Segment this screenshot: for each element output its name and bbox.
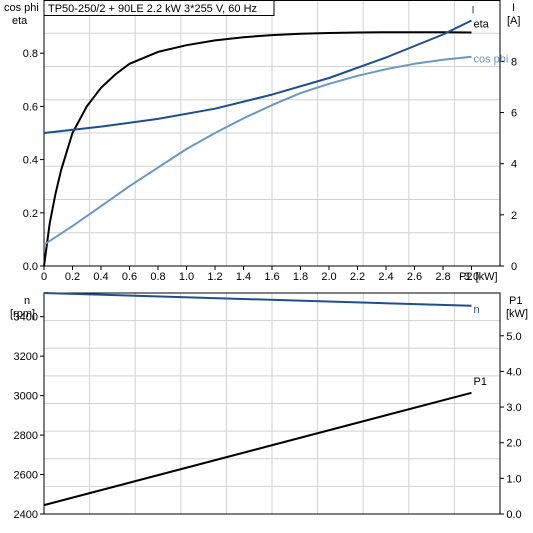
bottom-left-axis-label-1: n	[24, 295, 30, 307]
x-tick-label: 2.2	[350, 271, 365, 283]
x-tick-label: 1.8	[293, 271, 308, 283]
y-left-tick-label: 0.8	[23, 48, 38, 60]
x-tick-label: 2.8	[435, 271, 450, 283]
y-right-tick-label: 0	[511, 261, 517, 273]
x-tick-label: 1.2	[207, 271, 222, 283]
bottom-y-left-tick-label: 2800	[14, 430, 38, 442]
y-right-tick-label: 4	[511, 159, 517, 171]
top-series-label: eta	[474, 18, 490, 30]
x-tick-label: 0	[41, 271, 47, 283]
left-axis-label-2: eta	[12, 15, 28, 27]
y-right-tick-label: 8	[511, 56, 517, 68]
y-left-tick-label: 0.4	[23, 155, 38, 167]
top-series-line-eta	[43, 31, 472, 267]
y-right-tick-label: 2	[511, 210, 517, 222]
bottom-y-left-tick-label: 3000	[14, 391, 38, 403]
bottom-right-axis-label-2: [kW]	[506, 308, 528, 320]
bottom-y-left-tick-label: 2400	[14, 509, 38, 521]
top-series-label: I	[472, 4, 475, 16]
bottom-y-right-tick-label: 2.0	[506, 438, 521, 450]
x-axis-label: P2 [kW]	[459, 271, 498, 283]
y-right-tick-label: 6	[511, 108, 517, 120]
bottom-series-label: n	[474, 304, 480, 316]
bottom-plot-frame	[43, 292, 501, 515]
bottom-y-right-tick-label: 4.0	[506, 366, 521, 378]
x-tick-label: 2.6	[407, 271, 422, 283]
x-tick-label: 0.6	[122, 271, 137, 283]
bottom-right-axis-label-1: P1	[509, 295, 522, 307]
bottom-left-axis-label-2: [rpm]	[10, 308, 35, 320]
bottom-y-right-tick-label: 3.0	[506, 402, 521, 414]
bottom-y-left-tick-label: 3400	[14, 312, 38, 324]
title-box	[43, 0, 275, 16]
y-left-tick-label: 0.2	[23, 208, 38, 220]
bottom-series-line-n	[43, 292, 472, 307]
top-series-label: cos phi	[474, 54, 509, 66]
x-tick-label: 1.4	[236, 271, 251, 283]
right-axis-label-2: [A]	[507, 15, 520, 27]
top-series-line-I	[43, 19, 472, 134]
y-left-tick-label: 0.6	[23, 101, 38, 113]
x-tick-label: 2.0	[321, 271, 336, 283]
bottom-series-label: P1	[474, 376, 487, 388]
x-tick-label: 2.4	[378, 271, 393, 283]
left-axis-label-1: cos phi	[4, 2, 39, 14]
right-axis-label-1: I	[512, 2, 515, 14]
bottom-y-left-tick-label: 3200	[14, 351, 38, 363]
x-tick-label: 1.0	[179, 271, 194, 283]
x-tick-label: 0.8	[150, 271, 165, 283]
x-tick-label: 1.6	[264, 271, 279, 283]
bottom-y-right-tick-label: 0.0	[506, 509, 521, 521]
bottom-y-right-tick-label: 5.0	[506, 331, 521, 343]
y-left-tick-label: 0.0	[23, 261, 38, 273]
bottom-y-left-tick-label: 2600	[14, 470, 38, 482]
bottom-series-line-P1	[43, 391, 472, 507]
bottom-y-right-tick-label: 1.0	[506, 473, 521, 485]
x-tick-label: 0.4	[93, 271, 108, 283]
top-series-line-cos-phi	[43, 55, 472, 246]
title: TP50-250/2 + 90LE 2.2 kW 3*255 V, 60 Hz	[48, 3, 257, 15]
x-tick-label: 0.2	[65, 271, 80, 283]
x-tick-label: 3.0	[464, 271, 479, 283]
